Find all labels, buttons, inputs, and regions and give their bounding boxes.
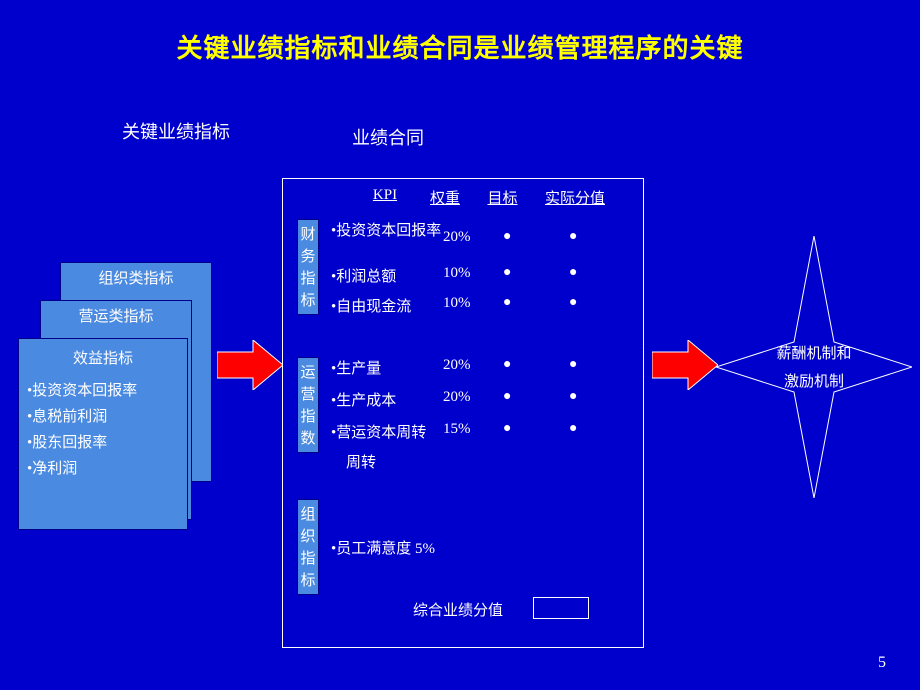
actual-dot: ● [569,229,577,245]
star-shape: 薪酬机制和激励机制 [716,236,912,503]
kpi-row: •投资资本回报率 [331,219,441,240]
card-front-body: •投资资本回报率 •息税前利润 •股东回报率 •净利润 [19,372,187,488]
actual-dot: ● [569,265,577,281]
col-target: 目标 [475,187,530,208]
card-front-header: 效益指标 [19,339,187,372]
card-back-header: 组织类指标 [61,263,211,292]
actual-dot: ● [569,389,577,405]
target-dot: ● [503,295,511,311]
col-weight: 权重 [415,187,475,208]
target-dot: ● [503,357,511,373]
actual-dot: ● [569,295,577,311]
summary-value-box [533,597,589,619]
kpi-row: •员工满意度 5% [331,537,435,558]
category-tab-org: 组织指标 [297,499,319,595]
target-dot: ● [503,265,511,281]
slide-title: 关键业绩指标和业绩合同是业绩管理程序的关键 [0,0,920,65]
performance-table: KPI 权重 目标 实际分值 财务指标 •投资资本回报率 20% ● ● •利润… [282,178,644,648]
card-front-item: •息税前利润 [27,404,179,430]
actual-dot: ● [569,421,577,437]
actual-dot: ● [569,357,577,373]
col-kpi: KPI [355,187,415,208]
kpi-row: •营运资本周转 [331,421,426,442]
section-label-center: 业绩合同 [352,124,424,150]
kpi-row: •生产量 [331,357,381,378]
category-tab-finance: 财务指标 [297,219,319,315]
kpi-row-cont: 周转 [346,451,376,472]
page-number: 5 [878,654,886,672]
category-tab-ops: 运营指数 [297,357,319,453]
card-front-item: •净利润 [27,456,179,482]
target-dot: ● [503,229,511,245]
card-front-item: •投资资本回报率 [27,378,179,404]
arrow-right-icon [652,340,718,390]
kpi-weight: 10% [443,295,471,312]
kpi-weight: 20% [443,229,471,246]
summary-label: 综合业绩分值 [413,599,503,620]
card-front: 效益指标 •投资资本回报率 •息税前利润 •股东回报率 •净利润 [18,338,188,530]
card-middle-header: 营运类指标 [41,301,191,330]
kpi-row: •生产成本 [331,389,396,410]
target-dot: ● [503,421,511,437]
arrow-right-icon [217,340,283,390]
section-label-left: 关键业绩指标 [122,118,230,144]
kpi-weight: 20% [443,389,471,406]
kpi-weight: 20% [443,357,471,374]
col-actual: 实际分值 [530,187,620,208]
star-text: 薪酬机制和激励机制 [764,340,864,396]
kpi-weight: 10% [443,265,471,282]
kpi-weight: 15% [443,421,471,438]
target-dot: ● [503,389,511,405]
kpi-row: •利润总额 [331,265,396,286]
table-header: KPI 权重 目标 实际分值 [283,187,643,208]
kpi-row: •自由现金流 [331,295,411,316]
card-front-item: •股东回报率 [27,430,179,456]
